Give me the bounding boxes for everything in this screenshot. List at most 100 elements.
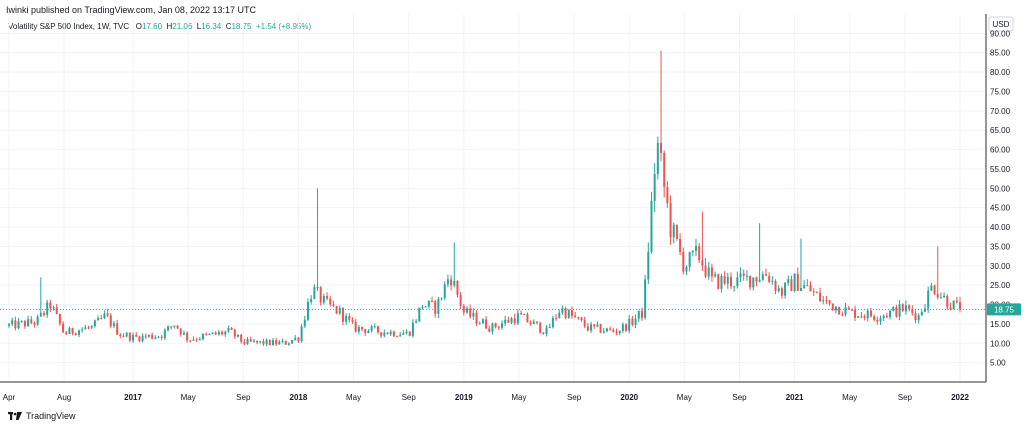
candle[interactable] [287, 342, 290, 346]
candle[interactable] [39, 277, 42, 318]
candle[interactable] [634, 314, 637, 329]
candle[interactable] [618, 330, 621, 336]
candle[interactable] [27, 315, 30, 327]
candle[interactable] [583, 316, 586, 329]
candle[interactable] [217, 329, 220, 336]
candle[interactable] [637, 310, 640, 323]
candle[interactable] [300, 323, 303, 343]
candle[interactable] [768, 272, 771, 284]
candle[interactable] [774, 279, 777, 295]
candle[interactable] [838, 306, 841, 315]
candle[interactable] [825, 295, 828, 305]
candle[interactable] [189, 340, 192, 343]
candle[interactable] [860, 311, 863, 319]
candle[interactable] [380, 332, 383, 338]
candle[interactable] [402, 330, 405, 336]
candle[interactable] [97, 315, 100, 321]
candle[interactable] [77, 329, 80, 338]
candle[interactable] [930, 282, 933, 291]
candle[interactable] [564, 306, 567, 320]
candle[interactable] [230, 327, 233, 331]
candle[interactable] [49, 299, 52, 313]
candle[interactable] [660, 50, 663, 162]
candle[interactable] [647, 242, 650, 285]
candle[interactable] [265, 338, 268, 347]
candle[interactable] [252, 338, 255, 343]
candle[interactable] [52, 305, 55, 311]
candle[interactable] [682, 247, 685, 275]
candle[interactable] [723, 271, 726, 286]
candle[interactable] [819, 287, 822, 303]
candle[interactable] [644, 274, 647, 320]
candle[interactable] [771, 276, 774, 285]
candle[interactable] [103, 310, 106, 320]
candle[interactable] [911, 305, 914, 316]
candle[interactable] [65, 330, 68, 336]
candle[interactable] [268, 339, 271, 346]
candle[interactable] [224, 330, 227, 337]
candle[interactable] [173, 325, 176, 329]
candle[interactable] [386, 332, 389, 335]
candle[interactable] [621, 322, 624, 333]
candle[interactable] [558, 309, 561, 319]
candle[interactable] [574, 311, 577, 318]
candle[interactable] [319, 286, 322, 306]
candle[interactable] [478, 321, 481, 325]
candle[interactable] [793, 273, 796, 293]
candle[interactable] [211, 332, 214, 335]
candle[interactable] [695, 239, 698, 257]
candle[interactable] [895, 304, 898, 318]
candle[interactable] [313, 284, 316, 300]
candle[interactable] [453, 242, 456, 288]
candle[interactable] [389, 329, 392, 336]
candle[interactable] [437, 297, 440, 319]
candle[interactable] [707, 261, 710, 280]
candle[interactable] [920, 310, 923, 316]
candle[interactable] [755, 276, 758, 287]
candle[interactable] [602, 328, 605, 334]
candle[interactable] [570, 306, 573, 319]
footer-brand[interactable]: TradingView [8, 411, 76, 421]
candle[interactable] [927, 286, 930, 313]
candle[interactable] [831, 303, 834, 311]
candle[interactable] [147, 334, 150, 339]
candle[interactable] [904, 300, 907, 315]
legend-symbol[interactable]: Volatility S&P 500 Index, 1W, TVC [8, 22, 130, 31]
candle[interactable] [799, 238, 802, 292]
candle[interactable] [357, 324, 360, 335]
candle[interactable] [710, 263, 713, 282]
candle[interactable] [144, 333, 147, 339]
candle[interactable] [631, 315, 634, 327]
candle[interactable] [87, 325, 90, 330]
candle[interactable] [469, 304, 472, 319]
candle[interactable] [567, 309, 570, 319]
candle[interactable] [841, 311, 844, 317]
candle[interactable] [803, 279, 806, 289]
candle[interactable] [8, 323, 10, 328]
candle[interactable] [256, 340, 259, 345]
candle[interactable] [14, 316, 17, 331]
candle[interactable] [36, 314, 39, 327]
candle[interactable] [806, 279, 809, 287]
candle[interactable] [625, 323, 628, 333]
candle[interactable] [176, 325, 179, 329]
candle[interactable] [733, 286, 736, 292]
candle[interactable] [780, 286, 783, 299]
candle[interactable] [373, 323, 376, 329]
candle[interactable] [615, 328, 618, 336]
candle[interactable] [491, 322, 494, 335]
candle[interactable] [809, 281, 812, 292]
candle[interactable] [933, 284, 936, 296]
candle[interactable] [243, 339, 246, 346]
candle[interactable] [704, 258, 707, 279]
candle[interactable] [62, 321, 65, 333]
candle[interactable] [590, 321, 593, 333]
candle[interactable] [33, 321, 36, 328]
candle[interactable] [338, 305, 341, 315]
candle[interactable] [182, 330, 185, 336]
candle[interactable] [443, 281, 446, 301]
candle[interactable] [952, 300, 955, 310]
candle[interactable] [790, 275, 793, 292]
candle[interactable] [943, 292, 946, 299]
